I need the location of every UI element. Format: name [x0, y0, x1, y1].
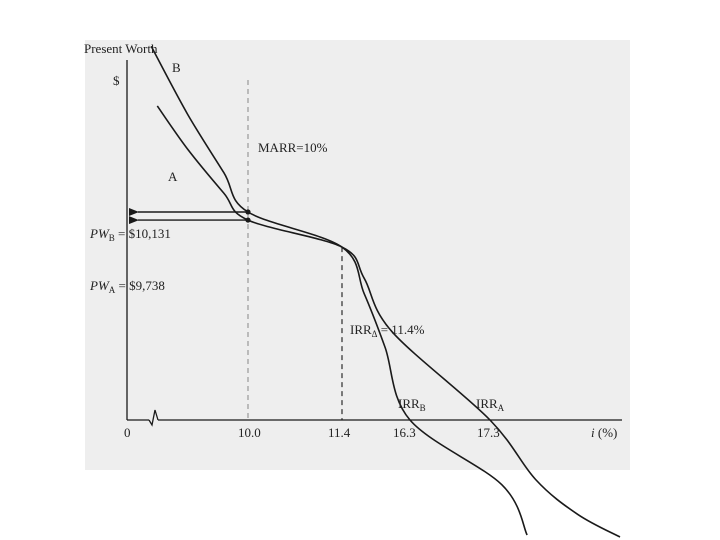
x-tick-label: 10.0	[238, 425, 261, 440]
series-line-a	[156, 105, 621, 538]
y-axis-label: Present Worth	[84, 41, 158, 56]
pw-b-label: PWB = $10,131	[89, 226, 171, 243]
x-tick-label: 11.4	[328, 425, 351, 440]
origin-label: 0	[124, 425, 131, 440]
irr-a-label: IRRA	[476, 396, 505, 413]
x-axis-label: i (%)	[591, 425, 617, 440]
series-line-b	[150, 45, 528, 536]
pw-a-label: PWA = $9,738	[89, 278, 165, 295]
series-label-a: A	[168, 169, 178, 184]
x-axis-label-unit: (%)	[598, 425, 618, 440]
irr-delta-label: IRRΔ = 11.4%	[350, 322, 425, 339]
x-axis-label-var: i	[591, 425, 595, 440]
axis-break	[148, 409, 159, 427]
pw-b-point	[245, 209, 251, 215]
marr-label: MARR=10%	[258, 140, 328, 155]
x-tick-label: 16.3	[393, 425, 416, 440]
plot-background	[85, 40, 630, 470]
pw-a-point	[245, 217, 251, 223]
y-axis-unit: $	[113, 73, 120, 88]
series-label-b: B	[172, 60, 181, 75]
x-tick-label: 17.3	[477, 425, 500, 440]
irr-b-label: IRRB	[398, 396, 426, 413]
